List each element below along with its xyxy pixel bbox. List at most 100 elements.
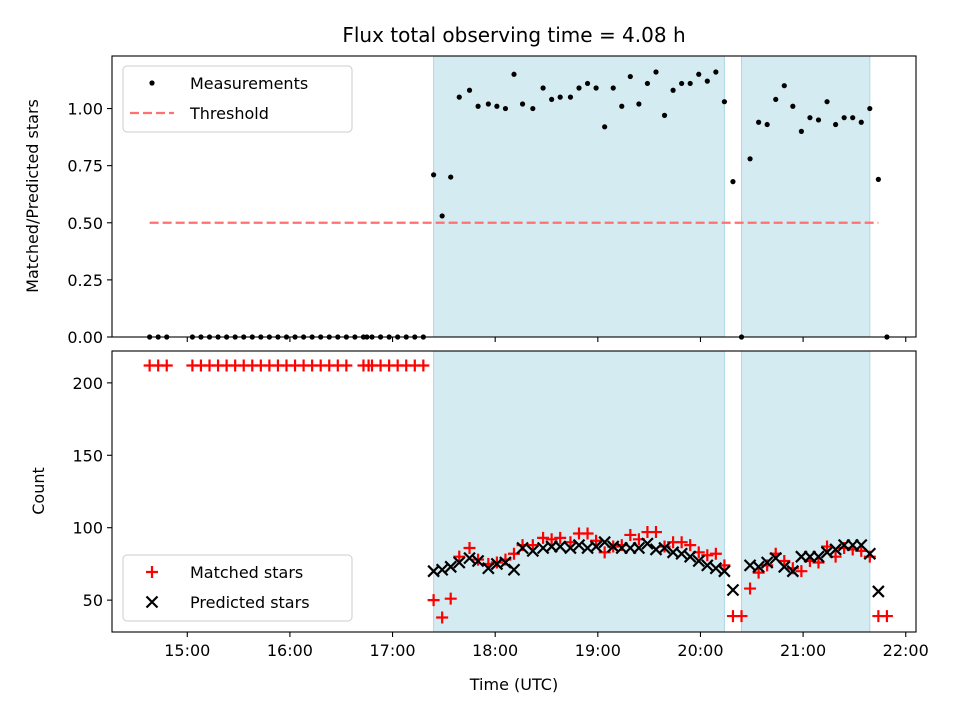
predicted-star-point-4: [463, 551, 476, 565]
predicted-star-point-49: [863, 547, 877, 561]
measurement-point-54: [627, 73, 633, 80]
matched-star-point-56: [649, 526, 662, 539]
predicted-star-point-44: [820, 546, 834, 559]
measurement-point-65: [721, 99, 728, 105]
measurement-point-83: [875, 176, 881, 182]
measurement-point-32: [431, 172, 437, 178]
x-tick-label-2: 17:00: [369, 641, 415, 660]
measurement-point-69: [756, 119, 762, 125]
legend-label-1-1: Predicted stars: [190, 593, 310, 612]
top-y-axis-label: Matched/Predicted stars: [23, 99, 42, 293]
measurement-point-42: [519, 101, 526, 107]
measurement-point-78: [833, 121, 839, 128]
measurement-point-41: [511, 71, 517, 77]
measurement-point-58: [661, 112, 668, 118]
predicted-star-point-36: [752, 560, 765, 574]
matched-star-point-76: [821, 540, 834, 553]
predicted-star-point-9: [507, 563, 521, 576]
predicted-star-point-11: [526, 544, 540, 558]
matched-star-point-60: [684, 539, 697, 552]
measurement-point-63: [704, 78, 710, 84]
matched-star-point-63: [709, 547, 722, 560]
bottom-y-axis-label: Count: [29, 467, 48, 515]
measurement-point-48: [576, 85, 582, 91]
legend-label-1-0: Matched stars: [190, 563, 303, 582]
observing-band-0-1: [741, 56, 870, 337]
measurement-point-74: [798, 128, 804, 134]
measurement-point-40: [502, 105, 509, 112]
y-tick-label-1-1: 100: [72, 519, 103, 538]
axes-frame-0: [111, 55, 917, 338]
x-axis-label: Time (UTC): [469, 675, 558, 694]
predicted-star-point-30: [692, 554, 706, 568]
predicted-star-point-37: [760, 556, 774, 569]
legend-box-0: [122, 65, 353, 133]
measurement-point-80: [850, 115, 856, 121]
measurement-point-59: [670, 87, 676, 93]
measurement-point-72: [781, 83, 787, 89]
matched-star-point-21: [340, 359, 353, 372]
series-0-0: [147, 69, 890, 340]
matched-star-point-35: [463, 541, 476, 554]
x-tick-label-6: 21:00: [780, 641, 826, 660]
measurement-point-44: [540, 85, 546, 91]
matched-star-point-49: [590, 534, 603, 547]
matched-star-point-43: [537, 531, 550, 544]
measurement-point-60: [679, 80, 685, 87]
predicted-star-point-5: [471, 554, 485, 568]
predicted-star-point-18: [589, 540, 603, 553]
y-tick-label-0-2: 0.50: [67, 214, 103, 233]
y-tick-label-0-0: 0.00: [67, 328, 103, 347]
x-tick-label-1: 16:00: [267, 641, 313, 660]
matched-star-point-33: [444, 592, 457, 605]
matched-star-point-59: [675, 536, 688, 549]
predicted-star-point-33: [718, 564, 731, 578]
ratio-panel: 0.00 0.25 0.50 0.75 1.00 Measurements Threshol…: [67, 55, 917, 347]
measurement-point-51: [602, 124, 608, 130]
predicted-star-point-6: [482, 561, 495, 575]
x-tick-label-0: 15:00: [164, 641, 210, 660]
legend-label-0-1: Threshold: [189, 104, 269, 123]
measurement-point-70: [764, 121, 770, 128]
measurement-point-71: [773, 96, 779, 103]
matched-star-point-42: [526, 539, 539, 552]
measurement-point-49: [584, 80, 591, 87]
measurement-point-62: [696, 71, 702, 77]
chart-title: Flux total observing time = 4.08 h: [342, 23, 685, 47]
predicted-star-point-26: [658, 541, 671, 555]
measurement-point-82: [867, 105, 873, 112]
measurement-point-38: [485, 101, 491, 107]
matched-star-point-45: [554, 531, 567, 544]
measurement-point-64: [713, 69, 719, 75]
predicted-star-point-19: [598, 535, 611, 549]
predicted-star-point-43: [812, 550, 825, 563]
legend-1: Matched stars Predicted stars: [122, 554, 353, 622]
matched-star-point-83: [880, 610, 893, 623]
predicted-star-point-39: [778, 560, 791, 574]
predicted-star-point-45: [829, 543, 842, 556]
measurement-point-47: [567, 94, 574, 100]
predicted-star-point-50: [872, 585, 885, 598]
matched-star-point-64: [718, 559, 731, 572]
measurement-point-39: [494, 103, 500, 109]
y-tick-label-0-4: 1.00: [67, 100, 103, 119]
matched-star-point-68: [752, 566, 765, 579]
measurement-point-45: [549, 96, 555, 103]
predicted-star-point-29: [683, 550, 697, 563]
matched-star-point-53: [624, 528, 637, 541]
observing-band-1-0: [433, 351, 725, 632]
y-tick-label-0-1: 0.25: [67, 271, 103, 290]
predicted-star-point-1: [435, 563, 449, 576]
series-1-1: [427, 535, 885, 598]
matched-star-point-71: [778, 555, 791, 568]
x-tick-label-4: 19:00: [575, 641, 621, 660]
predicted-star-point-3: [452, 556, 466, 569]
axes-frame-1: [111, 350, 917, 633]
observing-band-0-0: [433, 56, 725, 337]
measurement-point-79: [841, 115, 847, 121]
legend-box-1: [122, 554, 353, 622]
measurement-point-76: [815, 117, 822, 123]
matched-star-point-66: [735, 610, 748, 623]
measurement-point-75: [807, 115, 813, 121]
